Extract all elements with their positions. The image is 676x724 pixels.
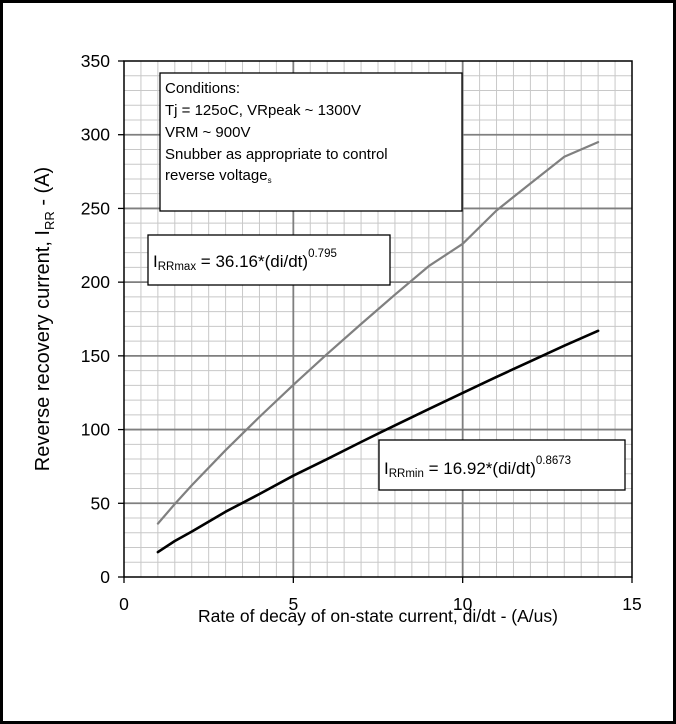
y-tick-label: 150 [81, 346, 110, 366]
y-axis-label: Reverse recovery current, IRR - (A) [32, 167, 57, 471]
conditions-line-4: Snubber as appropriate to control [165, 146, 388, 163]
y-axis-label-sub: RR [42, 211, 57, 230]
conditions-line-2: Tj = 125oC, VRpeak ~ 1300V [165, 102, 361, 119]
formula-irrmax: IRRmax = 36.16*(di/dt)0.795 [153, 248, 337, 273]
conditions-line-5-text: reverse voltage [165, 167, 268, 184]
y-tick-label: 350 [81, 51, 110, 71]
conditions-line-5: reverse voltages [165, 167, 272, 185]
y-tick-label: 250 [81, 198, 110, 218]
conditions-line-5-mark: s [268, 176, 272, 185]
conditions-line-3: VRM ~ 900V [165, 124, 250, 141]
y-axis-label-main: Reverse recovery current, I [32, 230, 54, 471]
formula-box-irrmax: IRRmax = 36.16*(di/dt)0.795 [147, 234, 391, 286]
formula-box-irrmin: IRRmin = 16.92*(di/dt)0.8673 [378, 439, 626, 491]
formula-irrmin: IRRmin = 16.92*(di/dt)0.8673 [384, 455, 571, 480]
y-tick-label: 200 [81, 272, 110, 292]
conditions-line-1: Conditions: [165, 80, 240, 97]
y-tick-label: 50 [91, 493, 111, 513]
x-tick-label: 10 [453, 594, 473, 614]
x-tick-label: 5 [288, 594, 298, 614]
y-tick-label: 100 [81, 420, 110, 440]
x-tick-label: 15 [622, 594, 641, 614]
series-layer [156, 141, 600, 554]
x-tick-label: 0 [119, 594, 129, 614]
plot-area-border [123, 60, 633, 578]
y-axis-label-tail: - (A) [32, 167, 54, 211]
x-axis-label: Rate of decay of on-state current, di/dt… [198, 606, 558, 626]
y-tick-label: 300 [81, 125, 110, 145]
conditions-box: Conditions: Tj = 125oC, VRpeak ~ 1300V V… [159, 72, 463, 212]
series-line-rrmax [156, 141, 600, 525]
series-line-rrmin [156, 329, 600, 554]
y-tick-label: 0 [100, 567, 110, 587]
